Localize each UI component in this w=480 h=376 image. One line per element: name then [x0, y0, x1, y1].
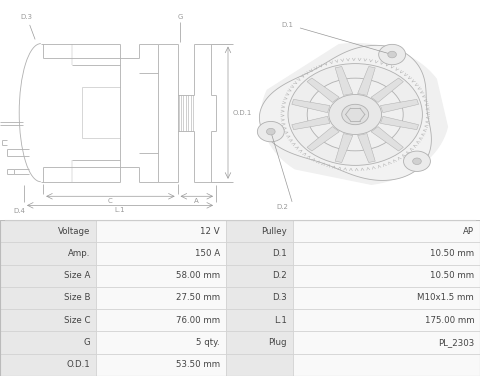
Polygon shape [381, 116, 419, 130]
Text: D.4: D.4 [13, 208, 25, 214]
FancyBboxPatch shape [0, 309, 96, 331]
Text: D.2: D.2 [272, 271, 287, 280]
Text: 58.00 mm: 58.00 mm [176, 271, 220, 280]
FancyBboxPatch shape [226, 331, 293, 354]
Polygon shape [262, 44, 447, 184]
FancyBboxPatch shape [293, 242, 480, 265]
Polygon shape [381, 99, 419, 113]
Text: O.D.1: O.D.1 [233, 110, 252, 116]
FancyBboxPatch shape [226, 309, 293, 331]
Circle shape [257, 121, 284, 142]
Circle shape [404, 151, 431, 171]
FancyBboxPatch shape [293, 220, 480, 242]
FancyBboxPatch shape [96, 309, 226, 331]
Text: 27.50 mm: 27.50 mm [176, 294, 220, 302]
Text: D.1: D.1 [282, 23, 294, 29]
Text: 53.50 mm: 53.50 mm [176, 360, 220, 369]
FancyBboxPatch shape [293, 354, 480, 376]
Text: Voltage: Voltage [58, 227, 90, 236]
Polygon shape [292, 116, 330, 130]
Polygon shape [358, 67, 375, 96]
FancyBboxPatch shape [226, 220, 293, 242]
FancyBboxPatch shape [0, 287, 96, 309]
FancyBboxPatch shape [0, 265, 96, 287]
FancyBboxPatch shape [0, 331, 96, 354]
Text: D.2: D.2 [276, 204, 288, 210]
Polygon shape [371, 127, 403, 151]
Polygon shape [371, 78, 403, 102]
Circle shape [413, 158, 421, 165]
FancyBboxPatch shape [96, 265, 226, 287]
FancyBboxPatch shape [96, 220, 226, 242]
Text: C: C [108, 198, 113, 204]
FancyBboxPatch shape [293, 265, 480, 287]
Text: 150 A: 150 A [195, 249, 220, 258]
Text: 10.50 mm: 10.50 mm [430, 249, 474, 258]
FancyBboxPatch shape [226, 265, 293, 287]
Circle shape [329, 94, 382, 135]
Circle shape [342, 104, 369, 125]
Text: Size C: Size C [64, 316, 90, 325]
FancyBboxPatch shape [293, 331, 480, 354]
FancyBboxPatch shape [293, 309, 480, 331]
Text: A: A [194, 198, 199, 204]
Text: 5 qty.: 5 qty. [196, 338, 220, 347]
Polygon shape [358, 133, 375, 162]
Text: Size A: Size A [64, 271, 90, 280]
FancyBboxPatch shape [226, 287, 293, 309]
Circle shape [388, 51, 396, 58]
Text: PL_2303: PL_2303 [438, 338, 474, 347]
Text: Plug: Plug [268, 338, 287, 347]
Text: Amp.: Amp. [68, 249, 90, 258]
FancyBboxPatch shape [293, 287, 480, 309]
Text: Pulley: Pulley [261, 227, 287, 236]
FancyBboxPatch shape [226, 354, 293, 376]
Circle shape [288, 64, 422, 165]
Text: G: G [84, 338, 90, 347]
FancyBboxPatch shape [226, 242, 293, 265]
Circle shape [307, 78, 403, 151]
FancyBboxPatch shape [96, 242, 226, 265]
Text: L.1: L.1 [115, 207, 125, 213]
Circle shape [379, 44, 406, 65]
Polygon shape [259, 45, 432, 180]
Text: 12 V: 12 V [200, 227, 220, 236]
Polygon shape [335, 133, 353, 162]
Text: D.3: D.3 [20, 14, 33, 20]
FancyBboxPatch shape [0, 220, 96, 242]
FancyBboxPatch shape [96, 354, 226, 376]
FancyBboxPatch shape [96, 331, 226, 354]
Text: AP: AP [463, 227, 474, 236]
Text: 175.00 mm: 175.00 mm [425, 316, 474, 325]
Text: 76.00 mm: 76.00 mm [176, 316, 220, 325]
Text: Size B: Size B [64, 294, 90, 302]
Text: D.3: D.3 [272, 294, 287, 302]
Text: G: G [177, 14, 183, 20]
Text: D.1: D.1 [272, 249, 287, 258]
Circle shape [349, 110, 361, 119]
Circle shape [266, 128, 275, 135]
Text: O.D.1: O.D.1 [67, 360, 90, 369]
Polygon shape [307, 127, 339, 151]
Text: M10x1.5 mm: M10x1.5 mm [418, 294, 474, 302]
Polygon shape [335, 67, 353, 96]
FancyBboxPatch shape [0, 242, 96, 265]
Text: L.1: L.1 [274, 316, 287, 325]
Text: 10.50 mm: 10.50 mm [430, 271, 474, 280]
Polygon shape [292, 99, 330, 113]
FancyBboxPatch shape [96, 287, 226, 309]
Polygon shape [307, 78, 339, 102]
FancyBboxPatch shape [0, 354, 96, 376]
